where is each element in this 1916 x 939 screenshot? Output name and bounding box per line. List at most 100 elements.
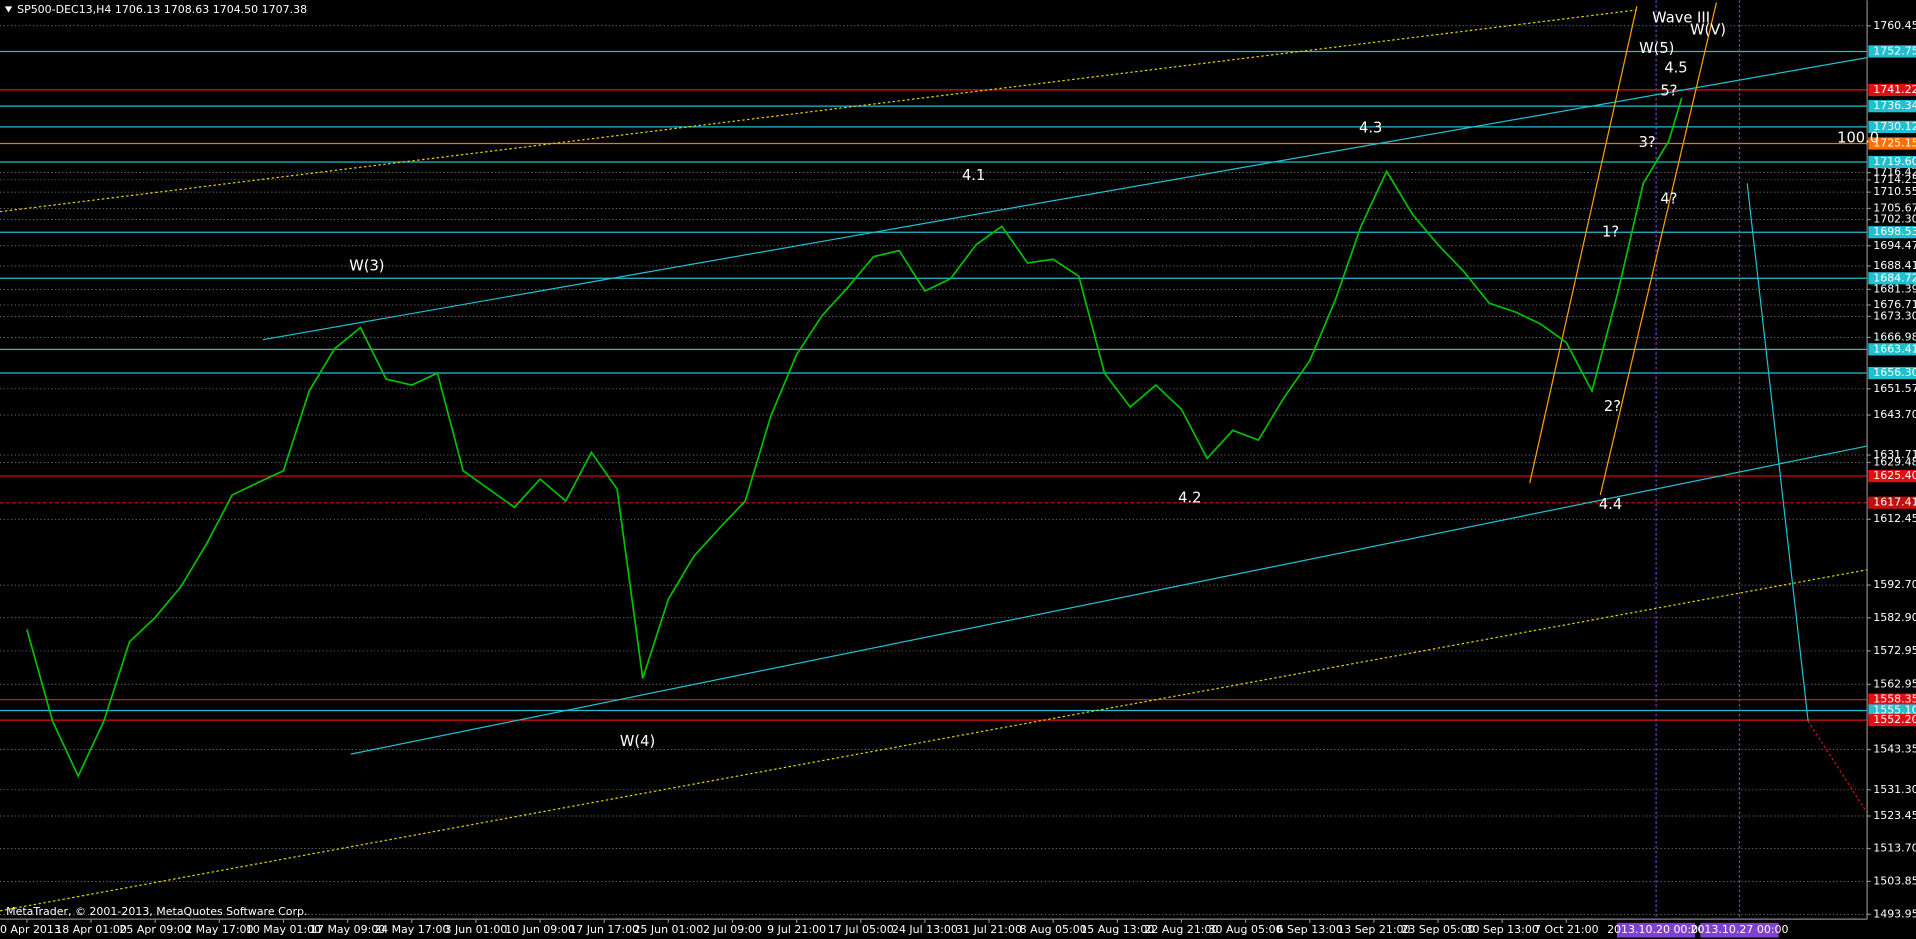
x-tick-label: 30 Aug 05:00 (1209, 923, 1283, 936)
x-tick-label: 22 Aug 21:00 (1144, 923, 1218, 936)
y-tick-label: 1543.35 (1873, 743, 1916, 756)
x-tick-label: 17 May 09:00 (310, 923, 385, 936)
level-label-box (1868, 226, 1916, 239)
annotation: 4.5 (1664, 60, 1687, 77)
level-label: 1684.72 (1873, 271, 1916, 284)
annotation: W(5) (1639, 40, 1674, 57)
chart-title: SP500-DEC13,H4 1706.13 1708.63 1704.50 1… (17, 3, 307, 16)
y-tick-label: 1562.95 (1873, 677, 1916, 690)
x-tick-label: 25 Apr 09:00 (119, 923, 191, 936)
time-label: 2013.10.20 00:00 (1607, 923, 1705, 936)
x-tick-label: 25 Jun 01:00 (633, 923, 703, 936)
x-tick-label: 13 Sep 21:00 (1337, 923, 1410, 936)
annotation: 100.0 (1837, 130, 1879, 147)
level-label: 1741.22 (1873, 83, 1916, 96)
y-tick-label: 1702.30 (1873, 213, 1916, 226)
time-label-box (1700, 922, 1779, 938)
x-tick-label: 23 Sep 05:00 (1401, 923, 1474, 936)
x-tick-label: 3 Jun 01:00 (445, 923, 508, 936)
level-label-box (1868, 100, 1916, 113)
trendline (1599, 2, 1717, 496)
annotation: 5? (1660, 83, 1677, 100)
annotation: 4.2 (1178, 490, 1201, 507)
level-label-box (1868, 714, 1916, 727)
y-tick-label: 1592.70 (1873, 578, 1916, 591)
x-tick-label: 24 Jul 13:00 (892, 923, 958, 936)
x-tick-label: 6 Sep 13:00 (1277, 923, 1343, 936)
x-tick-label: 10 Apr 2013 (0, 923, 61, 936)
copyright: MetaTrader, © 2001-2013, MetaQuotes Soft… (6, 905, 307, 918)
level-label-box (1868, 343, 1916, 356)
y-tick-label: 1503.85 (1873, 874, 1916, 887)
level-label-box (1868, 693, 1916, 706)
level-label: 1698.53 (1873, 225, 1916, 238)
y-tick-label: 1493.95 (1873, 907, 1916, 920)
x-tick-label: 31 Jul 21:00 (956, 923, 1022, 936)
level-label: 1719.60 (1873, 155, 1916, 168)
time-label: 2013.10.27 00:00 (1690, 923, 1788, 936)
y-tick-label: 1572.95 (1873, 644, 1916, 657)
level-label-box (1868, 704, 1916, 717)
level-label-box (1868, 120, 1916, 134)
x-tick-label: 10 Jun 09:00 (505, 923, 575, 936)
annotation: 2? (1604, 398, 1621, 415)
y-tick-label: 1629.48 (1873, 455, 1916, 468)
trendline (1807, 720, 1868, 814)
x-tick-label: 10 May 01:00 (246, 923, 321, 936)
annotation: 4.1 (962, 167, 985, 184)
y-tick-label: 1710.55 (1873, 185, 1916, 198)
annotation: 4.4 (1599, 496, 1622, 513)
level-label: 1730.12 (1873, 120, 1916, 133)
y-tick-label: 1716.42 (1873, 166, 1916, 179)
y-tick-label: 1673.30 (1873, 309, 1916, 322)
level-label: 1558.35 (1873, 693, 1916, 706)
y-tick-label: 1694.47 (1873, 239, 1916, 252)
level-label-box (1868, 45, 1916, 58)
y-tick-label: 1688.41 (1873, 259, 1916, 272)
x-tick-label: 15 Aug 13:00 (1080, 923, 1154, 936)
level-label: 1617.41 (1873, 496, 1916, 509)
y-tick-label: 1681.39 (1873, 282, 1916, 295)
x-tick-label: 24 May 17:00 (374, 923, 449, 936)
trendline (0, 9, 1637, 213)
y-tick-label: 1760.45 (1873, 19, 1916, 32)
level-label: 1552.20 (1873, 713, 1916, 726)
level-label-box (1868, 137, 1916, 150)
level-label: 1725.15 (1873, 136, 1916, 149)
annotation: 4.3 (1359, 119, 1382, 136)
trendline (1746, 183, 1809, 722)
annotation: W(3) (349, 258, 384, 275)
y-tick-label: 1513.70 (1873, 841, 1916, 854)
y-tick-label: 1714.25 (1873, 173, 1916, 186)
y-tick-label: 1676.71 (1873, 298, 1916, 311)
annotation: Wave III (1652, 10, 1710, 27)
level-label-box (1868, 83, 1916, 97)
y-tick-label: 1612.45 (1873, 512, 1916, 525)
y-tick-label: 1651.57 (1873, 382, 1916, 395)
trendline (0, 569, 1868, 912)
level-label: 1736.34 (1873, 99, 1916, 112)
annotation: 1? (1602, 223, 1619, 240)
x-tick-label: 2 May 17:00 (185, 923, 253, 936)
annotation: W(4) (620, 733, 655, 750)
y-tick-label: 1666.98 (1873, 330, 1916, 343)
x-tick-label: 17 Jul 05:00 (828, 923, 894, 936)
level-label: 1663.41 (1873, 342, 1916, 355)
y-tick-label: 1523.45 (1873, 809, 1916, 822)
x-tick-label: 2 Jul 09:00 (703, 923, 762, 936)
x-tick-label: 7 Oct 21:00 (1534, 923, 1599, 936)
plot-area (0, 0, 1868, 920)
level-label: 1656.30 (1873, 366, 1916, 379)
level-label-box (1868, 155, 1916, 169)
menu-arrow[interactable] (4, 6, 13, 13)
level-label: 1752.75 (1873, 44, 1916, 57)
x-tick-label: 17 Jun 17:00 (569, 923, 639, 936)
y-tick-label: 1705.67 (1873, 201, 1916, 214)
x-tick-label: 30 Sep 13:00 (1466, 923, 1539, 936)
level-label-box (1868, 272, 1916, 285)
annotation: 4? (1660, 190, 1677, 207)
